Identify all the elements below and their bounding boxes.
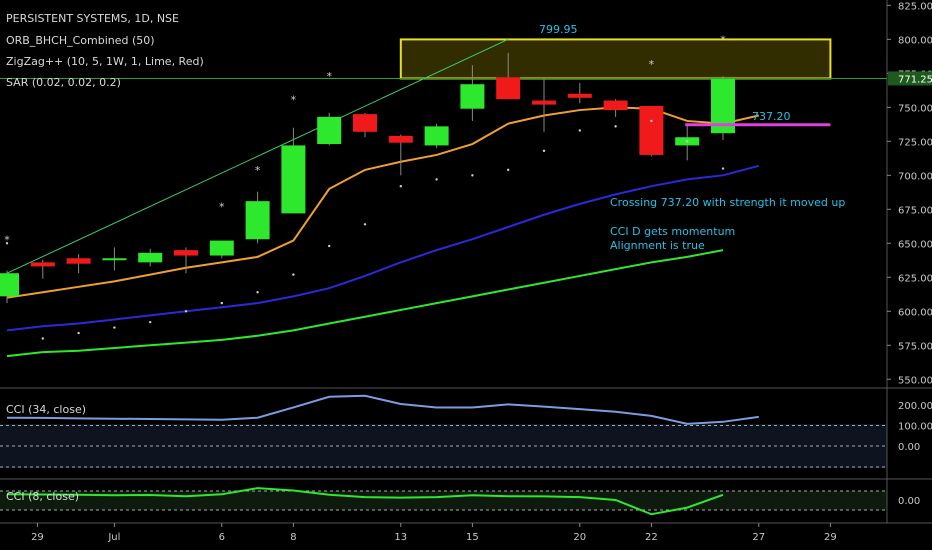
sar-dot xyxy=(5,242,9,245)
note-alignment: Alignment is true xyxy=(610,239,705,252)
time-tick-label: 20 xyxy=(573,532,586,543)
sar-dot xyxy=(113,326,116,329)
zigzag-line xyxy=(6,38,509,274)
sar-dot xyxy=(256,291,259,294)
ema-fast-line xyxy=(6,106,760,299)
price-tick-label: 650.00 xyxy=(898,239,932,250)
zigzag-star-marker: * xyxy=(291,93,297,106)
time-tick-label: 29 xyxy=(31,532,44,543)
candle-body xyxy=(532,100,556,105)
candle-body xyxy=(245,201,270,240)
level-label: 737.20 xyxy=(752,110,791,123)
note-cci-momentum: CCI D gets momentum xyxy=(610,225,736,238)
candle-body xyxy=(424,126,449,146)
sar-dot xyxy=(542,149,546,153)
candle-body xyxy=(138,252,163,263)
candle-body xyxy=(281,145,306,214)
sar-dot xyxy=(578,129,581,132)
candle-body xyxy=(102,258,127,261)
cci34-label: CCI (34, close) xyxy=(6,403,87,416)
indicator-orb-label: ORB_BHCH_Combined (50) xyxy=(6,34,155,47)
candle-body xyxy=(603,100,628,111)
sar-dot xyxy=(220,301,223,305)
zone-top-label: 799.95 xyxy=(539,23,578,36)
sar-dot xyxy=(614,125,617,128)
cci8-band-fill xyxy=(0,491,887,510)
cci34-tick-label: 100.00 xyxy=(898,422,932,433)
candle-body xyxy=(567,93,592,98)
sar-dot xyxy=(41,337,44,340)
cci34-line xyxy=(6,394,759,425)
candle-body xyxy=(209,240,234,256)
candle-body xyxy=(388,135,413,143)
price-tick-label: 550.00 xyxy=(898,375,932,386)
price-tick-label: 825.00 xyxy=(898,1,932,12)
zigzag-star-marker: * xyxy=(720,33,726,46)
sar-dot xyxy=(507,168,510,172)
time-tick-label: 13 xyxy=(394,532,407,543)
last-price-tag xyxy=(888,71,932,86)
sar-dot xyxy=(328,244,331,248)
sar-dot xyxy=(650,119,653,123)
time-tick-label: 27 xyxy=(752,532,765,543)
price-tick-label: 575.00 xyxy=(898,341,932,352)
candle-body xyxy=(496,77,521,100)
sar-dot xyxy=(184,310,188,313)
cci8-line xyxy=(6,487,724,516)
time-tick-label: 22 xyxy=(645,532,658,543)
candle-body xyxy=(639,105,664,155)
zigzag-star-marker: * xyxy=(326,70,332,83)
ema-mid-line xyxy=(6,164,760,332)
indicator-sar-label: SAR (0.02, 0.02, 0.2) xyxy=(6,76,121,89)
candle-body xyxy=(460,84,485,109)
note-crossing: Crossing 737.20 with strength it moved u… xyxy=(610,196,846,209)
time-tick-label: 6 xyxy=(219,532,225,543)
time-tick-label: 29 xyxy=(824,532,837,543)
sar-dot xyxy=(363,223,367,226)
price-tick-label: 600.00 xyxy=(898,307,932,318)
candle-body xyxy=(0,273,19,297)
last-price-tag-text: 771.25 xyxy=(898,74,932,85)
price-tick-label: 700.00 xyxy=(898,171,932,182)
time-tick-label: 15 xyxy=(466,532,479,543)
zigzag-star-marker: * xyxy=(255,164,261,177)
sar-dot xyxy=(471,174,474,177)
sar-dot xyxy=(686,140,689,143)
candle-body xyxy=(317,116,342,145)
price-tick-label: 750.00 xyxy=(898,103,932,114)
cci34-tick-label: 0.00 xyxy=(898,442,920,453)
cci8-label: CCI (8, close) xyxy=(6,490,80,503)
cci34-tick-label: 200.00 xyxy=(898,401,932,412)
sar-dot xyxy=(77,331,80,335)
time-tick-label: 8 xyxy=(290,532,296,543)
zigzag-star-marker: * xyxy=(219,201,225,214)
sar-dot xyxy=(721,167,725,170)
price-tick-label: 625.00 xyxy=(898,273,932,284)
price-tick-label: 725.00 xyxy=(898,137,932,148)
sar-dot xyxy=(399,185,402,188)
indicator-zigzag-label: ZigZag++ (10, 5, 1W, 1, Lime, Red) xyxy=(6,55,204,68)
sar-dot xyxy=(149,320,152,324)
cci8-tick-label: 0.00 xyxy=(898,496,920,507)
candle-body xyxy=(353,114,377,132)
time-tick-label: Jul xyxy=(107,532,120,543)
candle-body xyxy=(30,262,55,267)
sar-dot xyxy=(292,273,295,276)
price-tick-label: 800.00 xyxy=(898,35,932,46)
zigzag-star-marker: * xyxy=(649,58,655,71)
candle-body xyxy=(174,250,198,256)
ema-slow-line xyxy=(6,249,724,358)
chart-title: PERSISTENT SYSTEMS, 1D, NSE xyxy=(6,12,179,25)
candle-body xyxy=(66,258,91,264)
sar-dot xyxy=(435,178,438,181)
price-tick-label: 675.00 xyxy=(898,205,932,216)
zigzag-star-marker: * xyxy=(4,233,10,246)
